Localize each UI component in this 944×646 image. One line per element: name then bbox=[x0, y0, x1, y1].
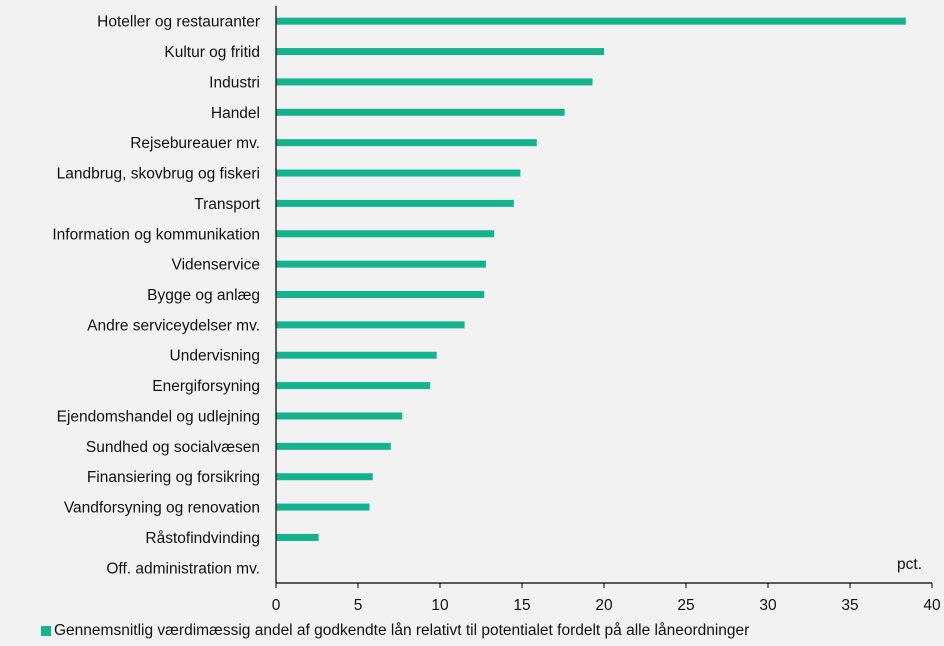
category-label: Information og kommunikation bbox=[52, 226, 260, 243]
x-tick-label: 25 bbox=[677, 597, 694, 614]
x-tick-label: 15 bbox=[513, 597, 530, 614]
category-label: Bygge og anlæg bbox=[147, 287, 260, 304]
category-label: Energiforsyning bbox=[152, 378, 260, 395]
bar bbox=[276, 17, 906, 25]
category-label: Finansiering og forsikring bbox=[87, 469, 260, 486]
legend-label: Gennemsnitlig værdimæssig andel af godke… bbox=[54, 622, 750, 639]
category-labels: Hoteller og restauranter Kultur og fritid… bbox=[52, 14, 260, 578]
category-label: Sundhed og socialvæsen bbox=[86, 439, 260, 456]
x-tick-label: 35 bbox=[841, 597, 858, 614]
category-label: Off. administration mv. bbox=[106, 560, 260, 577]
bar bbox=[276, 230, 495, 238]
x-tick-label: 20 bbox=[595, 597, 613, 614]
x-tick-label: 40 bbox=[923, 597, 941, 614]
category-label: Handel bbox=[211, 105, 260, 122]
category-label: Undervisning bbox=[170, 348, 260, 365]
bar bbox=[276, 48, 604, 56]
category-label: Andre serviceydelser mv. bbox=[87, 317, 260, 334]
bar bbox=[276, 442, 391, 450]
category-label: Rejsebureauer mv. bbox=[130, 135, 260, 152]
unit-label: pct. bbox=[897, 556, 922, 573]
bar bbox=[276, 199, 514, 207]
bar bbox=[276, 108, 565, 116]
category-label: Hoteller og restauranter bbox=[97, 14, 260, 31]
x-tick-label: 0 bbox=[272, 597, 281, 614]
category-label: Videnservice bbox=[172, 257, 260, 274]
x-tick-label: 30 bbox=[759, 597, 777, 614]
category-label: Industri bbox=[209, 74, 260, 91]
category-label: Råstofindvinding bbox=[145, 530, 260, 547]
category-label: Kultur og fritid bbox=[164, 44, 260, 61]
category-label: Vandforsyning og renovation bbox=[64, 500, 260, 517]
category-label: Landbrug, skovbrug og fiskeri bbox=[57, 166, 260, 183]
category-label: Ejendomshandel og udlejning bbox=[57, 408, 260, 425]
bar bbox=[276, 260, 486, 268]
bar bbox=[276, 139, 537, 147]
x-tick-label: 5 bbox=[354, 597, 363, 614]
bar bbox=[276, 503, 370, 511]
x-axis-ticks: 0 5 10 15 20 25 30 35 40 bbox=[272, 583, 941, 614]
bar bbox=[276, 291, 485, 298]
bar bbox=[276, 78, 593, 86]
legend-swatch bbox=[41, 626, 51, 636]
bar bbox=[276, 382, 431, 390]
bar bbox=[276, 351, 437, 359]
bar bbox=[276, 533, 319, 541]
bar bbox=[276, 473, 373, 481]
x-tick-label: 10 bbox=[431, 597, 449, 614]
legend: Gennemsnitlig værdimæssig andel af godke… bbox=[41, 622, 749, 640]
bars-group bbox=[276, 17, 906, 541]
bar bbox=[276, 321, 465, 329]
bar bbox=[276, 412, 403, 420]
category-label: Transport bbox=[194, 196, 260, 213]
bar bbox=[276, 169, 521, 177]
